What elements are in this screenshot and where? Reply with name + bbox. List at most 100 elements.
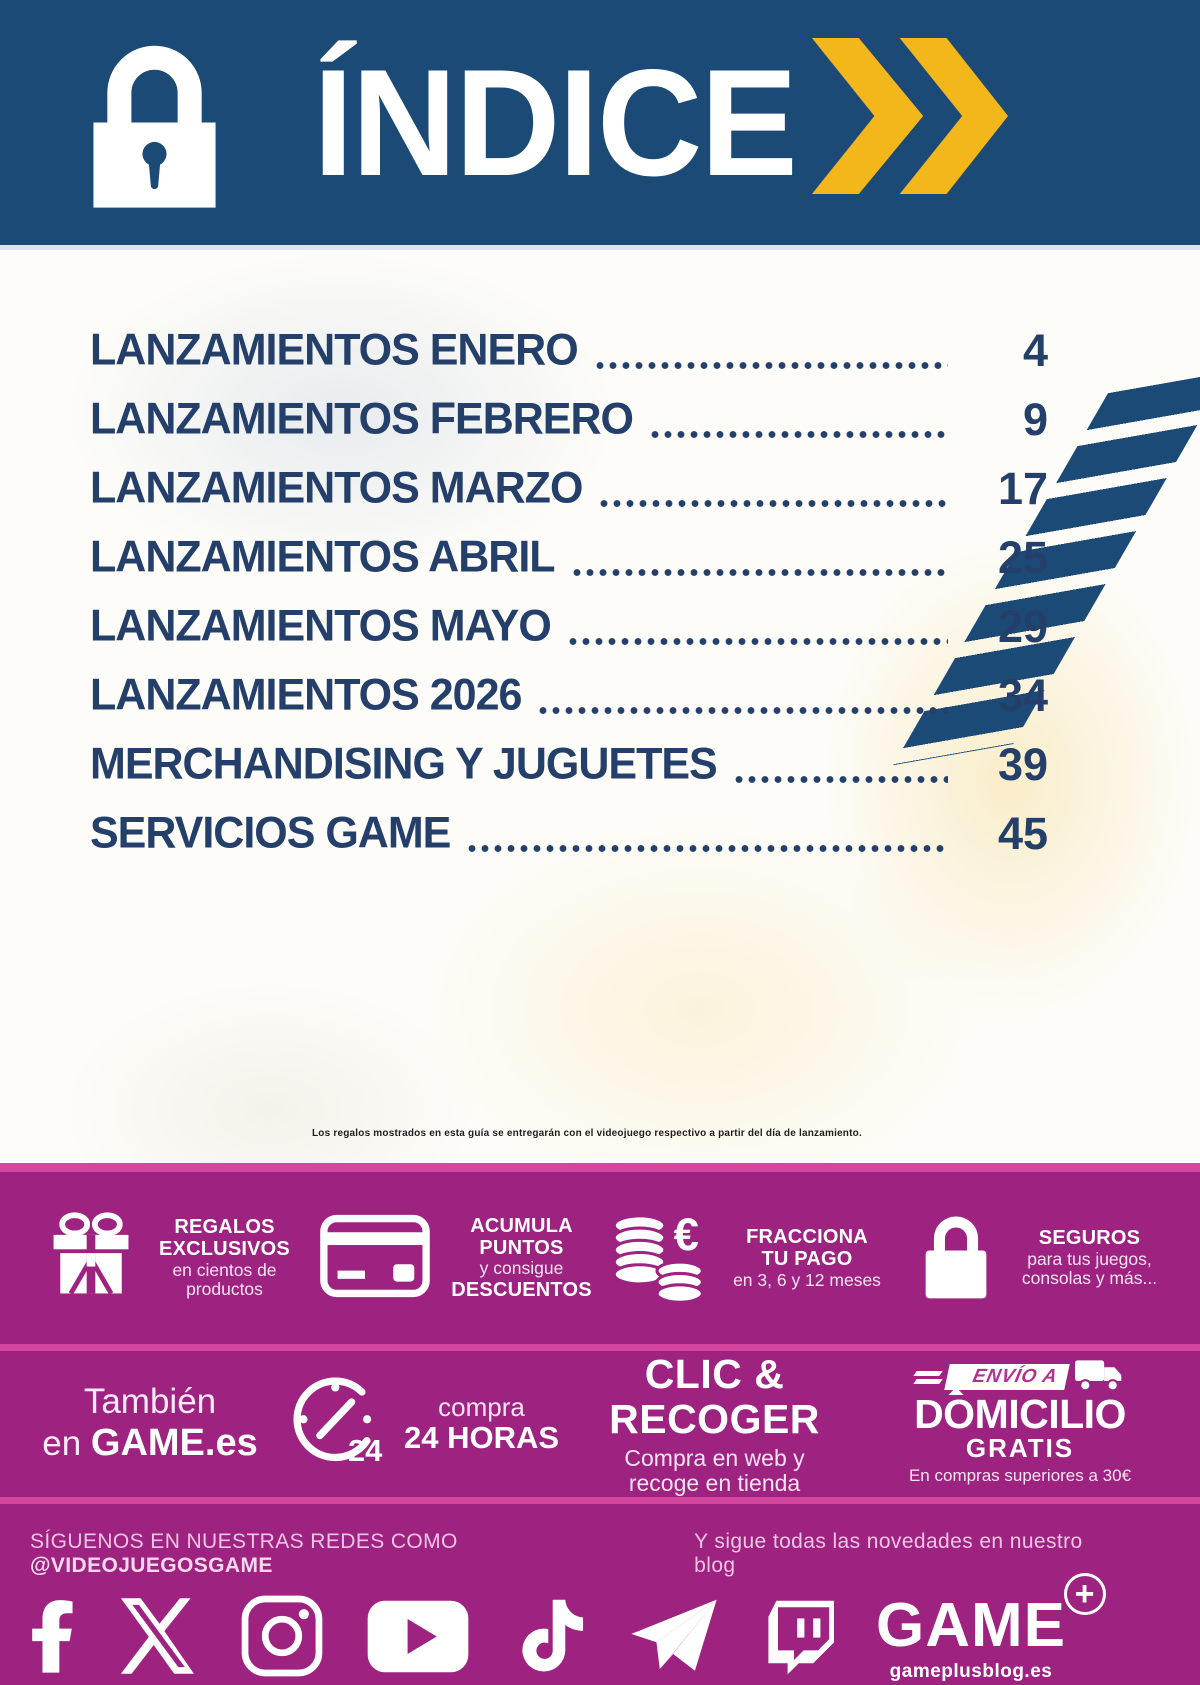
footer-bottom-row: GAME + gameplusblog.es bbox=[30, 1572, 1170, 1683]
benefit-text: SEGUROS para tus juegos, consolas y más.… bbox=[1022, 1227, 1157, 1289]
dotted-leader bbox=[651, 430, 948, 439]
tambien-line1: También bbox=[83, 1382, 217, 1422]
envio-tag-row: ENVÍO A bbox=[870, 1360, 1170, 1392]
toc-page-number: 25 bbox=[997, 531, 1048, 583]
social-icons-row bbox=[30, 1594, 842, 1683]
clic-recoger-sub: Compra en web y recoge en tienda bbox=[559, 1444, 870, 1497]
benefit-title-line: REGALOS bbox=[174, 1216, 275, 1239]
horas-line: 24 HORAS bbox=[404, 1420, 560, 1456]
header-divider bbox=[0, 245, 1200, 250]
benefit-text: REGALOS EXCLUSIVOS en cientos de product… bbox=[159, 1216, 290, 1300]
dotted-leader bbox=[734, 775, 948, 784]
toc-page-number: 9 bbox=[1022, 393, 1048, 445]
background-stain bbox=[420, 820, 980, 1200]
benefit-fracciona: € FRACCIONA TU PAGO en 3, 6 y 12 meses bbox=[600, 1208, 889, 1309]
social-footer: SÍGUENOS EN NUESTRAS REDES COMO @VIDEOJU… bbox=[0, 1504, 1200, 1685]
envio-domicilio-block: ENVÍO A DOMICILIO GRATIS En bbox=[870, 1360, 1170, 1485]
toc-entry-enero[interactable]: LANZAMIENTOS ENERO 4 bbox=[90, 316, 1048, 385]
toc-page-number: 17 bbox=[997, 462, 1048, 514]
compra-24-horas-label: compra 24 HORAS bbox=[404, 1393, 559, 1456]
pink-divider bbox=[0, 1344, 1200, 1351]
benefit-title-line: TU PAGO bbox=[761, 1248, 853, 1271]
gift-disclaimer-text: Los regalos mostrados en esta guía se en… bbox=[312, 1128, 862, 1139]
tambien-en: en bbox=[42, 1424, 91, 1464]
toc-entry-label: LANZAMIENTOS MARZO bbox=[90, 463, 583, 513]
coins-euro-icon: € bbox=[608, 1208, 713, 1309]
youtube-icon[interactable] bbox=[366, 1599, 470, 1679]
blog-url: gameplusblog.es bbox=[889, 1660, 1053, 1682]
follow-texts-row: SÍGUENOS EN NUESTRAS REDES COMO @VIDEOJU… bbox=[30, 1530, 1170, 1578]
game-word: GAME bbox=[876, 1590, 1066, 1660]
toc-entry-servicios[interactable]: SERVICIOS GAME 45 bbox=[90, 799, 1048, 868]
dotted-leader bbox=[539, 706, 948, 715]
twitch-icon[interactable] bbox=[762, 1596, 842, 1681]
online-services-row: También en GAME.es 24 compra bbox=[0, 1351, 1200, 1497]
envio-a-tag: ENVÍO A bbox=[944, 1364, 1070, 1391]
dotted-leader bbox=[468, 844, 948, 853]
toc-entry-2026[interactable]: LANZAMIENTOS 2026 34 bbox=[90, 661, 1048, 730]
pink-divider bbox=[0, 1497, 1200, 1504]
table-of-contents: LANZAMIENTOS ENERO 4 LANZAMIENTOS FEBRER… bbox=[90, 316, 1048, 868]
benefit-title-line: DESCUENTOS bbox=[451, 1278, 592, 1301]
benefit-sub-line: en 3, 6 y 12 meses bbox=[733, 1269, 881, 1290]
gift-icon bbox=[43, 1208, 139, 1309]
siguenos-prefix: SÍGUENOS EN NUESTRAS REDES COMO bbox=[30, 1530, 458, 1553]
toc-entry-merchandising[interactable]: MERCHANDISING Y JUGUETES 39 bbox=[90, 730, 1048, 799]
toc-entry-mayo[interactable]: LANZAMIENTOS MAYO 29 bbox=[90, 592, 1048, 661]
toc-entry-label: LANZAMIENTOS 2026 bbox=[90, 670, 522, 720]
tambien-en-game-label[interactable]: También en GAME.es bbox=[30, 1382, 270, 1466]
pink-divider bbox=[0, 1163, 1200, 1172]
dotted-leader bbox=[595, 361, 948, 370]
social-handle: @VIDEOJUEGOSGAME bbox=[30, 1554, 273, 1577]
toc-entry-label: LANZAMIENTOS FEBRERO bbox=[90, 394, 634, 444]
toc-page-number: 29 bbox=[997, 600, 1048, 652]
benefit-seguros: SEGUROS para tus juegos, consolas y más.… bbox=[889, 1210, 1178, 1307]
clic-sub-line1: Compra en web y bbox=[624, 1444, 805, 1471]
toc-page-number: 4 bbox=[1022, 324, 1048, 376]
benefit-puntos: ACUMULA PUNTOS y consigue DESCUENTOS bbox=[311, 1214, 600, 1303]
benefit-title-line: SEGUROS bbox=[1038, 1227, 1141, 1250]
toc-entry-febrero[interactable]: LANZAMIENTOS FEBRERO 9 bbox=[90, 385, 1048, 454]
toc-entry-label: LANZAMIENTOS MAYO bbox=[90, 601, 552, 651]
toc-page-number: 39 bbox=[997, 738, 1048, 790]
page-title: ÍNDICE bbox=[313, 37, 798, 207]
delivery-truck-icon bbox=[1073, 1357, 1125, 1398]
clic-recoger-block: CLIC & RECOGER Compra en web y recoge en… bbox=[559, 1350, 870, 1497]
game-plus-blog-logo[interactable]: GAME + gameplusblog.es bbox=[876, 1572, 1106, 1683]
clic-recoger-title: CLIC & RECOGER bbox=[609, 1350, 820, 1442]
benefit-sub-line: productos bbox=[186, 1279, 263, 1300]
benefit-regalos: REGALOS EXCLUSIVOS en cientos de product… bbox=[22, 1208, 311, 1309]
credit-card-icon bbox=[319, 1214, 431, 1303]
toc-page-number: 45 bbox=[997, 807, 1048, 859]
dotted-leader bbox=[572, 568, 948, 577]
benefit-sub-line: para tus juegos, bbox=[1027, 1248, 1152, 1269]
toc-entry-label: LANZAMIENTOS ENERO bbox=[90, 325, 579, 375]
envio-condition-text: En compras superiores a 30€ bbox=[908, 1465, 1132, 1485]
benefits-row: REGALOS EXCLUSIVOS en cientos de product… bbox=[0, 1172, 1200, 1344]
compra-line: compra bbox=[438, 1391, 525, 1422]
clock-24-icon: 24 bbox=[288, 1372, 388, 1477]
tiktok-icon[interactable] bbox=[512, 1595, 586, 1682]
benefit-text: FRACCIONA TU PAGO en 3, 6 y 12 meses bbox=[733, 1226, 881, 1290]
toc-entry-marzo[interactable]: LANZAMIENTOS MARZO 17 bbox=[90, 454, 1048, 523]
benefit-sub-line: consolas y más... bbox=[1021, 1268, 1158, 1289]
plus-badge: + bbox=[1064, 1572, 1106, 1615]
benefit-text: ACUMULA PUNTOS y consigue DESCUENTOS bbox=[451, 1215, 592, 1302]
benefit-title-line: EXCLUSIVOS bbox=[159, 1238, 290, 1261]
dotted-leader bbox=[600, 499, 948, 508]
domicilio-caret-decoration bbox=[948, 1387, 965, 1396]
benefit-sub-line: y consigue bbox=[479, 1258, 564, 1279]
facebook-icon[interactable] bbox=[30, 1598, 74, 1679]
game-logo-text: GAME + bbox=[876, 1572, 1106, 1657]
toc-entry-abril[interactable]: LANZAMIENTOS ABRIL 25 bbox=[90, 523, 1048, 592]
clock-24-label: 24 bbox=[348, 1433, 383, 1468]
game-es-brand: GAME.es bbox=[90, 1422, 258, 1465]
domicilio-word: DOMICILIO bbox=[914, 1391, 1126, 1438]
x-twitter-icon[interactable] bbox=[116, 1595, 198, 1682]
instagram-icon[interactable] bbox=[240, 1594, 324, 1683]
siguenos-text: SÍGUENOS EN NUESTRAS REDES COMO @VIDEOJU… bbox=[30, 1530, 694, 1578]
telegram-icon[interactable] bbox=[628, 1596, 720, 1681]
blog-text: Y sigue todas las novedades en nuestro b… bbox=[694, 1530, 1083, 1577]
index-header-banner: ÍNDICE bbox=[0, 0, 1200, 245]
